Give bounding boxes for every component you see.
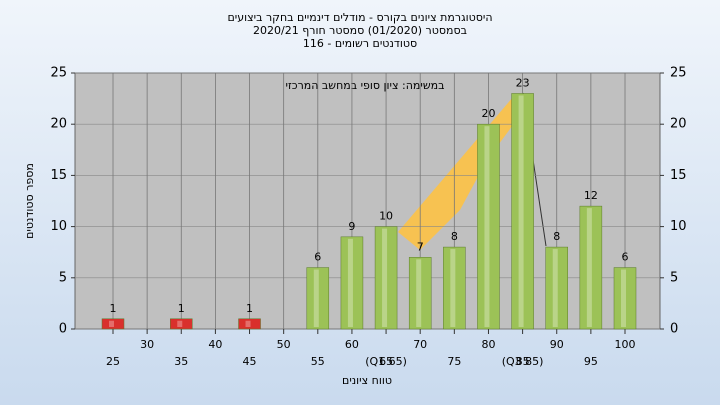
y-tick-label: 20: [50, 117, 67, 132]
x-tick-label: 85: [516, 355, 530, 368]
bar: [579, 205, 603, 330]
bar: [443, 246, 466, 330]
x-tick-label: 75: [447, 355, 461, 368]
x-tick-label: 40: [208, 338, 222, 351]
bar-shine: [484, 126, 490, 327]
value-label: 20: [481, 107, 495, 120]
value-label: 6: [622, 251, 629, 264]
x-tick-label: 35: [174, 355, 188, 368]
bar: [340, 236, 364, 330]
value-label: 9: [348, 220, 355, 233]
y2-tick-label: 0: [670, 322, 678, 337]
bar-shine: [621, 269, 626, 327]
plot-area: [74, 72, 661, 330]
x-tick-label: 25: [106, 355, 120, 368]
value-label: 6: [314, 251, 321, 264]
value-label: 1: [110, 302, 117, 315]
bar-shine: [177, 320, 183, 327]
value-label: 8: [451, 230, 458, 243]
bar-shine: [382, 228, 388, 327]
x-tick-label: 70: [413, 338, 427, 351]
bar: [238, 318, 261, 330]
value-label: 1: [246, 302, 253, 315]
x-tick-label: 50: [277, 338, 291, 351]
x-tick-label: 65: [379, 355, 393, 368]
value-label: 7: [417, 240, 424, 253]
value-label: 10: [379, 210, 393, 223]
quartile-label: (Q1 65): [365, 355, 407, 368]
bar: [613, 267, 637, 330]
y2-tick-label: 20: [670, 117, 687, 132]
value-label: 12: [584, 189, 598, 202]
bar-shine: [109, 320, 114, 327]
bar: [477, 123, 500, 330]
y-tick-label: 10: [50, 219, 67, 234]
x-tick-label: 30: [140, 338, 154, 351]
x-tick-label: 100: [615, 338, 636, 351]
x-tick-label: 55: [311, 355, 325, 368]
value-label: 8: [553, 230, 560, 243]
bar: [374, 226, 398, 330]
x-axis-title: טווח ציונים: [342, 374, 392, 387]
bar-shine: [586, 208, 592, 327]
value-label: 1: [178, 302, 185, 315]
bar-shine: [552, 249, 558, 327]
value-label: 23: [516, 76, 530, 89]
bar: [101, 318, 125, 330]
bar-shine: [245, 320, 251, 327]
quartile-label: (Q3 85): [502, 355, 544, 368]
chart-subtitle: בסמסטר (01/2020) סמסטר חורף 2020/21: [253, 24, 467, 37]
bar-shine: [347, 238, 353, 327]
x-tick-label: 80: [481, 338, 495, 351]
bar-shine: [450, 249, 456, 327]
x-tick-label: 45: [243, 355, 257, 368]
bar-shine: [416, 259, 422, 327]
y2-tick-label: 25: [670, 66, 687, 81]
y-axis-title: מספר סטודנטים: [23, 163, 36, 239]
y2-tick-label: 10: [670, 219, 687, 234]
y2-tick-label: 5: [670, 270, 678, 285]
x-tick-label: 95: [584, 355, 598, 368]
x-tick-label: 60: [345, 338, 359, 351]
bar: [170, 318, 193, 330]
chart-subtitle: סטודנטים רשומים - 116: [303, 37, 417, 50]
y-tick-label: 5: [59, 270, 67, 285]
bar: [306, 267, 330, 330]
bar: [511, 93, 534, 330]
bar: [545, 246, 568, 330]
y-tick-label: 0: [59, 322, 67, 337]
y-tick-label: 25: [50, 66, 67, 81]
bar: [408, 257, 432, 330]
bar-shine: [313, 269, 319, 327]
bar-shine: [518, 95, 524, 327]
annotation: במשימה: ציון סופי במחשב המרכזי: [285, 79, 444, 92]
y2-tick-label: 15: [670, 168, 687, 183]
x-tick-label: 90: [550, 338, 564, 351]
y-tick-label: 15: [50, 168, 67, 183]
chart-title: היסטוגרמת ציונים בקורס - מודלים דינמיים …: [227, 11, 492, 24]
